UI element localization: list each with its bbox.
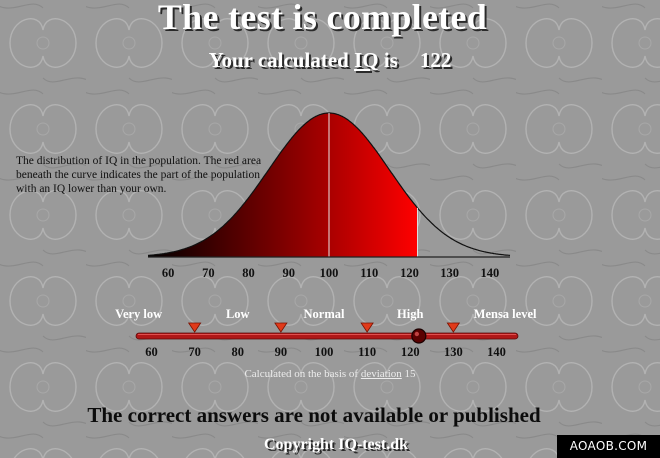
scale-bar [135, 332, 519, 340]
chart-tick-label: 110 [360, 266, 378, 280]
scale-tick-label: 90 [275, 345, 288, 359]
iq-result-suffix: is [378, 48, 398, 72]
chart-tick-label: 120 [400, 266, 419, 280]
scale-band-label: Normal [304, 307, 345, 321]
scale-marker [187, 322, 202, 333]
chart-tick-label: 90 [283, 266, 296, 280]
chart-tick-label: 70 [202, 266, 215, 280]
calculation-basis: Calculated on the basis of deviation 15 [0, 368, 660, 380]
distribution-description: The distribution of IQ in the population… [16, 155, 262, 195]
copyright-text: Copyright IQ-test.dk [263, 436, 408, 453]
basis-value: 15 [401, 368, 416, 380]
iq-result-line: Your calculated IQ is 122 [0, 48, 660, 73]
chart-tick-label: 60 [162, 266, 175, 280]
iq-link[interactable]: IQ [354, 48, 379, 72]
scale-marker [274, 322, 288, 333]
scale-band-label: High [397, 307, 423, 321]
scale-tick-label: 70 [188, 345, 201, 359]
basis-prefix: Calculated on the basis of [244, 368, 361, 380]
chart-tick-label: 140 [481, 266, 500, 280]
scale-marker [446, 322, 461, 333]
chart-tick-label: 130 [440, 266, 459, 280]
scale-tick-label: 120 [401, 345, 420, 359]
iq-score: 122 [419, 48, 452, 72]
scale-tick-label: 80 [232, 345, 245, 359]
chart-tick-label: 80 [242, 266, 255, 280]
scale-tick-label: 130 [444, 345, 463, 359]
scale-marker [360, 322, 374, 333]
scale-tick-label: 110 [358, 345, 376, 359]
scale-tick-label: 100 [315, 345, 334, 359]
page-title: The test is completed [157, 0, 488, 37]
score-indicator [411, 328, 427, 344]
iq-distribution-chart: 60 70 80 90 100 110 120 130 140 [147, 112, 511, 280]
scale-band-label: Very low [115, 307, 162, 321]
scale-band-label: Low [226, 307, 250, 321]
curve-area-below-score [148, 113, 418, 257]
scale-tick-label: 60 [145, 345, 158, 359]
watermark: AOAOB.COM [557, 435, 660, 458]
deviation-link[interactable]: deviation [360, 368, 402, 380]
score-indicator-shine [414, 331, 420, 337]
iq-scale: Very low Low Normal High Mensa level 60 70 80 90… [115, 307, 537, 359]
answers-notice: The correct answers are not available or… [87, 403, 541, 427]
chart-tick-label: 100 [320, 266, 339, 280]
iq-result-prefix: Your calculated [208, 48, 355, 72]
scale-band-label: Mensa level [474, 307, 537, 321]
scale-tick-label: 140 [487, 345, 506, 359]
